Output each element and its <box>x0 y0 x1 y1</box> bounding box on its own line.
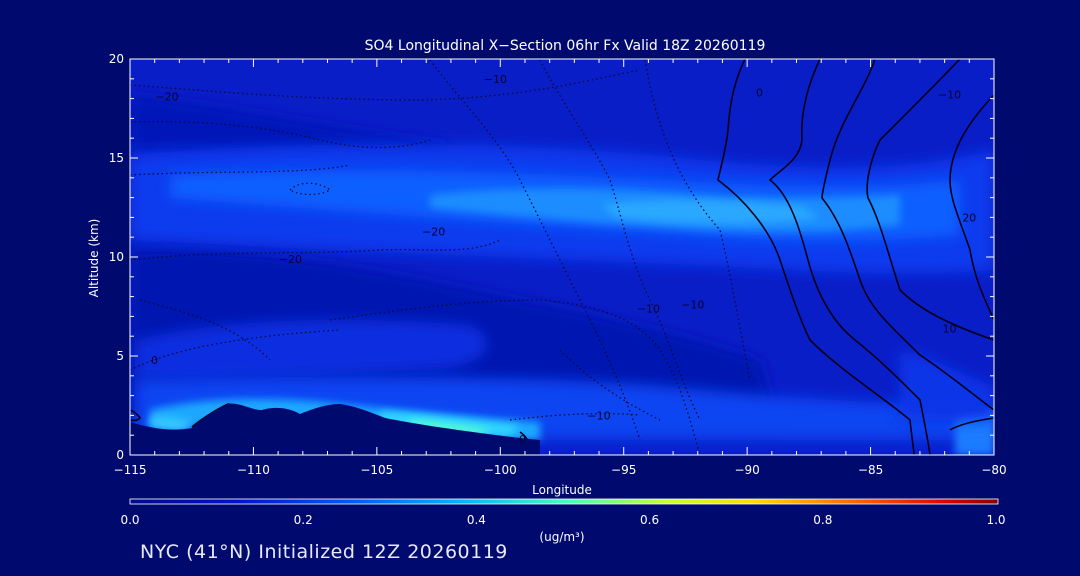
x-tick-label: −85 <box>858 463 883 477</box>
terrain <box>130 403 540 455</box>
upper-level-band <box>130 144 994 274</box>
contour-label: −20 <box>279 253 302 266</box>
contour-label: −10 <box>938 89 961 102</box>
colorbar <box>129 498 999 505</box>
plot-area <box>130 59 994 455</box>
contour-label: −10 <box>681 299 704 312</box>
x-axis-label: Longitude <box>532 483 592 497</box>
x-axis: −115 −110 −105 −100 −95 −90 −85 −80 <box>114 59 1007 477</box>
colorbar-tick-label: 0.6 <box>640 513 659 527</box>
chart-title: SO4 Longitudinal X−Section 06hr Fx Valid… <box>365 38 766 54</box>
mid-level-lobe <box>135 320 488 380</box>
colorbar-tick-label: 0.4 <box>467 513 486 527</box>
y-axis: 0 5 10 15 20 <box>109 52 994 462</box>
contour-label: 20 <box>962 211 976 224</box>
x-tick-label: −110 <box>237 463 270 477</box>
y-tick-label: 0 <box>116 448 124 462</box>
x-tick-label: −105 <box>360 463 393 477</box>
contour-label: 0 <box>756 87 763 100</box>
contour-label: −10 <box>637 302 660 315</box>
contour-label: 10 <box>943 322 957 335</box>
colorbar-units: (ug/m³) <box>539 530 584 544</box>
y-tick-label: 5 <box>116 349 124 363</box>
contour-label: −10 <box>484 73 507 86</box>
colorbar-tick-label: 0.0 <box>120 513 139 527</box>
x-tick-label: −90 <box>734 463 759 477</box>
y-tick-label: 10 <box>109 250 124 264</box>
contour-label: −20 <box>422 225 445 238</box>
contour-label: 0 <box>519 433 526 446</box>
y-tick-label: 20 <box>109 52 124 66</box>
colorbar-ticks: 0.0 0.2 0.4 0.6 0.8 1.0 <box>120 513 1005 527</box>
x-tick-label: −100 <box>484 463 517 477</box>
colorbar-tick-label: 0.8 <box>813 513 832 527</box>
y-axis-label: Altitude (km) <box>87 219 101 298</box>
footer-init-info: NYC (41°N) Initialized 12Z 20260119 <box>140 541 508 563</box>
contour-label: 0 <box>151 354 158 367</box>
x-tick-label: −80 <box>981 463 1006 477</box>
x-tick-label: −115 <box>114 463 147 477</box>
solid-contours <box>130 59 994 455</box>
contour-labels: −20 −10 0 −10 −20 −20 20 −10 −10 10 0 −10 0 <box>151 73 976 446</box>
y-tick-label: 15 <box>109 151 124 165</box>
dotted-contours <box>130 59 751 455</box>
colorbar-tick-label: 1.0 <box>986 513 1005 527</box>
contour-label: −20 <box>155 91 178 104</box>
colorbar-tick-label: 0.2 <box>294 513 313 527</box>
eastern-low-level <box>955 409 994 455</box>
x-tick-label: −95 <box>611 463 636 477</box>
contour-label: −10 <box>587 409 610 422</box>
